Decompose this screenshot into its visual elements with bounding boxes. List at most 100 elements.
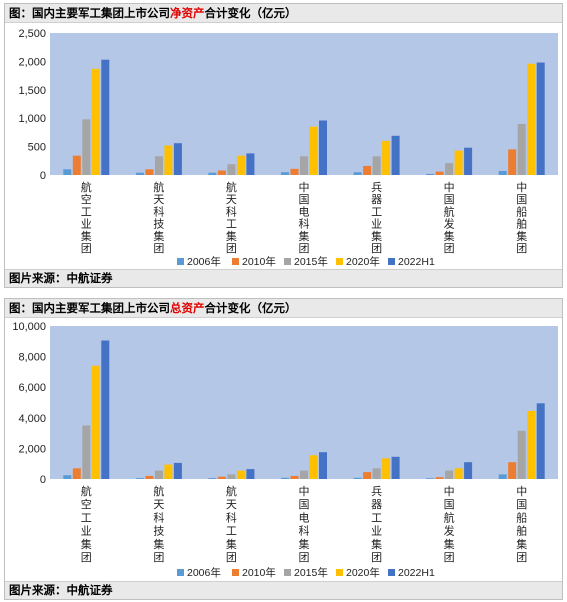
bar-2006年 [63,475,72,479]
bar-2006年 [498,474,507,479]
bar-2022H1 [246,153,255,175]
bar-2022H1 [101,340,110,479]
y-tick-label: 2,000 [18,443,46,455]
bar-2006年 [208,172,217,175]
bar-2022H1 [536,403,545,479]
bar-2006年 [498,171,507,175]
x-category-label: 团 [299,551,310,564]
x-category-label: 集 [516,229,527,243]
bar-2010年 [145,169,154,175]
x-category-label: 电 [299,511,310,524]
bar-2022H1 [536,62,545,175]
x-category-label: 国 [299,498,310,511]
bar-2006年 [281,172,289,175]
legend-label: 2022H1 [398,256,435,268]
x-category-label: 团 [371,242,382,255]
x-category-label: 中 [516,485,527,498]
bar-2015年 [300,470,308,479]
x-category-label: 工 [81,205,92,218]
bar-2006年 [426,478,435,479]
bar-2015年 [517,123,526,175]
x-category-label: 航 [153,180,164,194]
x-category-label: 集 [153,537,164,551]
x-category-label: 器 [371,498,382,511]
x-category-label: 天 [153,193,164,206]
bar-2006年 [353,172,362,175]
bar-2020年 [164,145,173,175]
total-assets-bar-chart: 02,0004,0006,0008,00010,000航空工业集团航天科技集团航… [12,321,558,579]
bar-2015年 [372,468,381,479]
x-category-label: 航 [226,180,237,194]
y-tick-label: 6,000 [18,382,46,394]
legend-swatch [177,258,184,265]
bar-2020年 [309,126,318,175]
x-category-label: 集 [81,229,92,243]
bar-2010年 [72,155,81,175]
legend-label: 2010年 [242,566,276,579]
x-category-label: 兵 [371,485,382,498]
x-category-label: 科 [299,217,310,231]
bar-2015年 [445,470,454,479]
bar-2015年 [82,119,91,175]
x-category-label: 空 [81,192,92,206]
x-category-label: 技 [153,218,164,231]
legend-label: 2020年 [346,255,380,268]
bar-2015年 [227,474,236,479]
bar-2010年 [435,171,444,175]
x-category-label: 中 [444,181,455,194]
legend-label: 2010年 [242,255,276,268]
chart-title: 图：国内主要军工集团上市公司总资产合计变化（亿元） [5,299,562,318]
title-highlight: 总资产 [170,301,205,315]
title-prefix: 图：国内主要军工集团上市公司 [9,6,170,20]
bar-2022H1 [391,456,400,479]
x-category-label: 团 [444,551,455,564]
x-category-label: 集 [226,537,237,551]
bar-2022H1 [391,135,400,175]
bar-2020年 [164,464,173,479]
x-category-label: 工 [226,525,237,538]
x-category-label: 科 [226,510,237,524]
net-assets-bar-chart: 05001,0001,5002,0002,500航空工业集团航天科技集团航天科工… [18,28,558,268]
plot-area [50,326,558,479]
bar-2022H1 [319,120,327,175]
source-note: 图片来源：中航证券 [5,581,562,599]
bar-2006年 [135,172,144,175]
x-category-label: 科 [153,204,164,218]
bar-2006年 [63,169,72,175]
title-prefix: 图：国内主要军工集团上市公司 [9,301,170,315]
legend-label: 2015年 [294,255,328,268]
bar-2020年 [91,365,100,479]
y-tick-label: 0 [40,474,46,486]
x-category-label: 集 [153,229,164,243]
x-category-label: 舶 [516,218,527,231]
x-category-label: 工 [371,205,382,218]
x-category-label: 工 [226,218,237,231]
bar-2020年 [309,455,318,479]
bar-2022H1 [319,452,327,479]
bar-2010年 [217,476,226,479]
y-tick-label: 0 [40,170,46,182]
x-category-label: 天 [226,193,237,206]
chart-panel-total-assets: 图：国内主要军工集团上市公司总资产合计变化（亿元） 0 2,000 4,000 6,0… [4,298,563,600]
x-category-label: 业 [81,218,92,231]
bar-2010年 [363,165,372,175]
legend-swatch [284,258,291,265]
x-category-label: 团 [226,242,237,255]
bar-2015年 [154,470,163,479]
x-category-label: 中 [299,485,310,498]
bar-2020年 [91,68,100,175]
x-category-label: 科 [153,510,164,524]
x-category-label: 航 [226,484,237,498]
x-category-label: 中 [299,181,310,194]
bar-2020年 [454,150,463,175]
bar-2015年 [517,430,526,479]
legend-swatch [388,258,395,265]
bar-2006年 [208,478,217,479]
x-category-label: 团 [153,242,164,255]
x-category-label: 业 [371,525,382,538]
legend-swatch [177,569,184,576]
bar-2015年 [445,163,454,175]
bar-2020年 [454,468,463,479]
source-note: 图片来源：中航证券 [5,269,562,287]
x-category-label: 航 [444,510,455,524]
